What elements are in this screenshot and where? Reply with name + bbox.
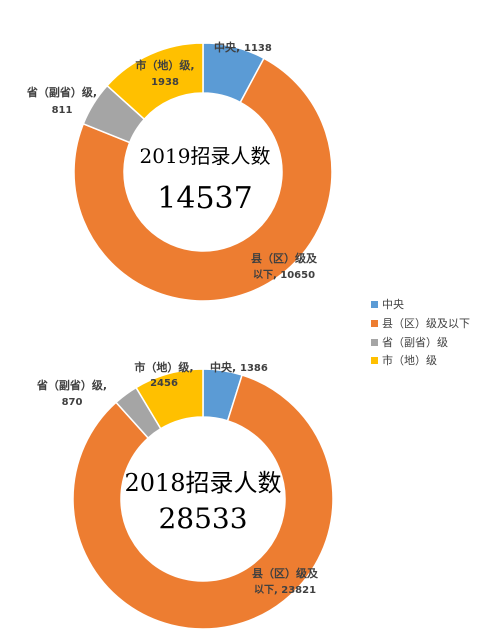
donut-chart-2018 — [72, 368, 334, 630]
legend-label-city: 市（地）级 — [382, 353, 437, 367]
label-2019-county-line2: 以下, 10650 — [253, 269, 315, 281]
legend: 中央 县（区）级及以下 省（副省）级 市（地）级 — [371, 298, 470, 367]
donut-chart-2019 — [73, 42, 333, 302]
donut-slice-2019-city — [106, 42, 204, 121]
donut-slice-2018-county — [72, 374, 334, 630]
label-2018-province-line1: 省（副省）级, — [36, 378, 107, 392]
legend-swatch-city — [371, 357, 378, 364]
label-2019-province-line1: 省（副省）级, — [26, 85, 97, 99]
donut-slice-2019-county — [73, 57, 333, 302]
label-2019-city-line2: 1938 — [151, 77, 179, 88]
legend-label-county: 县（区）级及以下 — [382, 317, 470, 330]
label-2019-city-line1: 市（地）级, — [135, 58, 194, 72]
donut-slice-2018-city — [135, 368, 204, 430]
center-title-2018: 2018招录人数 — [124, 469, 281, 497]
center-value-2018: 28533 — [158, 502, 247, 535]
center-title-2019: 2019招录人数 — [140, 144, 271, 168]
legend-swatch-county — [371, 320, 378, 327]
legend-label-central: 中央 — [382, 298, 404, 311]
label-2018-province-line2: 870 — [62, 397, 83, 408]
legend-label-province: 省（副省）级 — [382, 336, 448, 349]
label-2018-central: 中央, 1386 — [210, 360, 268, 374]
label-2019-county-line1: 县（区）级及 — [251, 251, 318, 265]
center-value-2019: 14537 — [157, 181, 252, 216]
legend-swatch-province — [371, 339, 378, 346]
label-2018-county-line2: 以下, 23821 — [254, 584, 316, 596]
label-2019-central: 中央, 1138 — [214, 40, 272, 54]
legend-swatch-central — [371, 301, 378, 308]
label-2018-city-line2: 2456 — [150, 378, 178, 389]
label-2018-county-line1: 县（区）级及 — [252, 566, 319, 580]
label-2019-province-line2: 811 — [52, 105, 73, 116]
label-2018-city-line1: 市（地）级, — [134, 360, 193, 374]
